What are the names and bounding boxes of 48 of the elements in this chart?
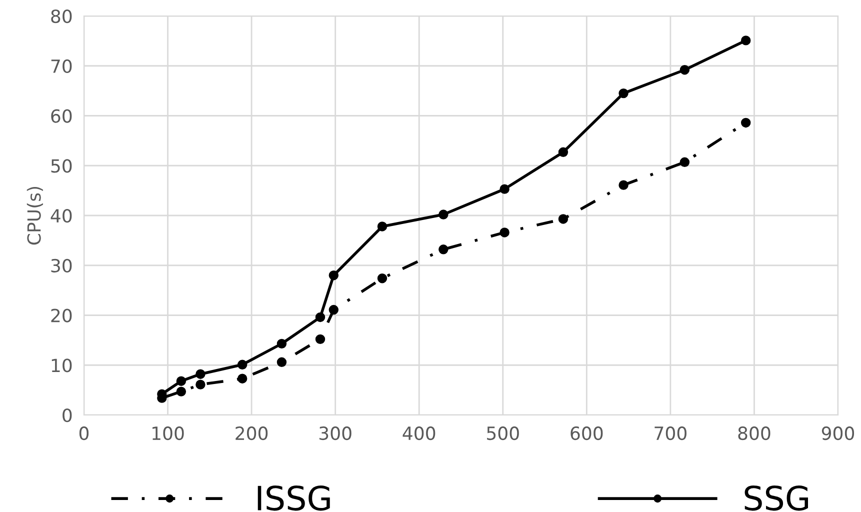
point (618, 180, 628, 190)
legend-label: ISSG (258, 485, 330, 511)
x-tick-label: 100 (152, 426, 184, 440)
y-axis-title: CPU(s) (26, 186, 43, 245)
point (237, 360, 248, 370)
point (377, 222, 388, 232)
point (328, 304, 339, 315)
point (176, 386, 186, 396)
x-tick-label: 700 (654, 426, 686, 440)
point (377, 273, 388, 284)
point (176, 376, 186, 386)
y-tick-label: 50 (51, 159, 72, 173)
x-tick-label: 0 (79, 426, 89, 440)
point (315, 334, 326, 344)
point (328, 270, 339, 280)
x-tick-label: 400 (402, 426, 436, 440)
point (680, 157, 690, 167)
point (276, 338, 287, 349)
point (237, 374, 248, 384)
y-tick-label: 0 (62, 408, 72, 422)
x-tick-label: 900 (822, 426, 854, 440)
legend-label: SSG (744, 485, 808, 511)
point (680, 65, 690, 75)
y-tick-label: 60 (51, 109, 72, 123)
x-tick-label: 800 (738, 426, 770, 440)
point (740, 36, 751, 46)
y-tick-label: 70 (51, 59, 72, 73)
point (618, 88, 628, 98)
y-tick-label: 30 (51, 258, 72, 272)
point (740, 118, 751, 128)
point (558, 147, 568, 158)
y-tick-label: 20 (51, 308, 72, 322)
point (196, 369, 206, 379)
point (500, 228, 510, 238)
point (558, 214, 568, 224)
y-tick-label: 80 (51, 9, 72, 24)
y-tick-label: 40 (50, 208, 72, 223)
x-tick-label: 600 (570, 426, 603, 440)
point (315, 312, 326, 322)
point (276, 357, 287, 367)
y-tick-label: 10 (52, 358, 72, 372)
point (196, 380, 206, 390)
x-tick-label: 300 (319, 426, 352, 440)
point (438, 244, 448, 254)
point (500, 184, 510, 194)
x-tick-label: 500 (487, 426, 519, 440)
point (438, 210, 448, 220)
x-tick-label: 200 (236, 426, 268, 440)
